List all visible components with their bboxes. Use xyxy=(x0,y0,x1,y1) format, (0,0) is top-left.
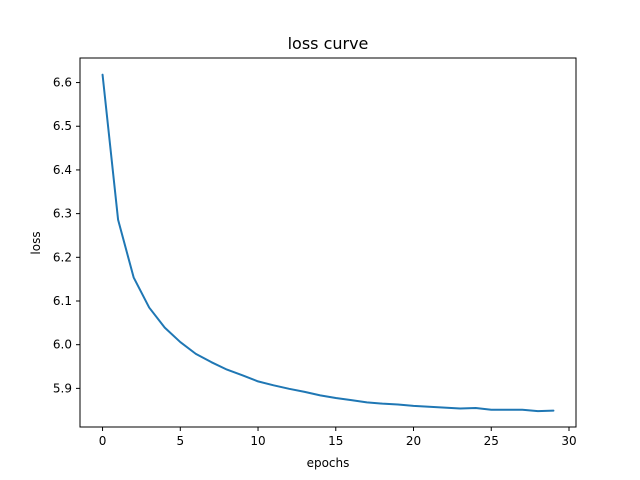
y-tick-label: 6.4 xyxy=(53,163,72,177)
x-tick-label: 25 xyxy=(484,434,499,448)
y-axis-label: loss xyxy=(29,231,43,254)
chart-title: loss curve xyxy=(288,34,369,53)
loss-series-line xyxy=(101,73,555,413)
x-tick-label: 15 xyxy=(328,434,343,448)
y-tick-label: 6.3 xyxy=(53,207,72,221)
y-tick-label: 5.9 xyxy=(53,381,72,395)
plot-area-frame xyxy=(79,57,577,428)
x-tick-label: 30 xyxy=(561,434,576,448)
x-tick-label: 5 xyxy=(176,434,184,448)
x-tick-label: 0 xyxy=(99,434,107,448)
y-tick-label: 6.2 xyxy=(53,250,72,264)
y-tick-label: 6.0 xyxy=(53,338,72,352)
y-tick-label: 6.5 xyxy=(53,119,72,133)
x-axis-ticks: 0 5 10 15 20 25 30 xyxy=(99,427,577,448)
x-tick-label: 10 xyxy=(250,434,265,448)
y-tick-label: 6.1 xyxy=(53,294,72,308)
y-tick-label: 6.6 xyxy=(53,76,72,90)
x-axis-label: epochs xyxy=(307,456,350,470)
x-tick-label: 20 xyxy=(406,434,421,448)
y-axis-ticks: 5.9 6.0 6.1 6.2 6.3 6.4 6.5 6.6 xyxy=(53,76,80,395)
